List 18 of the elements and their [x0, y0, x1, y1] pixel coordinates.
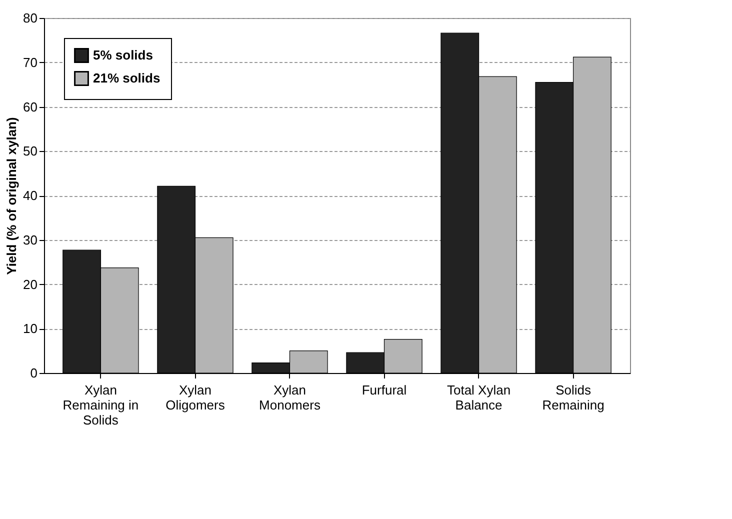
y-tick-label: 40: [23, 188, 38, 203]
legend-label: 21% solids: [93, 70, 160, 86]
y-tick-label: 10: [23, 321, 38, 336]
y-tick-label: 50: [23, 144, 38, 159]
x-tick-label: Xylan Remaining in Solids: [62, 382, 139, 428]
x-tick-label: Furfural: [362, 382, 407, 398]
legend-label: 5% solids: [93, 48, 153, 62]
y-tick-label: 80: [23, 10, 38, 26]
x-tick-label: Xylan Monomers: [259, 382, 321, 412]
y-axis-title: Yield (% of original xylan): [4, 117, 20, 275]
y-tick-label: 0: [30, 366, 38, 380]
x-tick-label: Total Xylan Balance: [446, 382, 511, 412]
x-tick-label: Solids Remaining: [542, 382, 604, 412]
x-tick-label: Xylan Oligomers: [166, 382, 226, 412]
y-tick-label: 60: [23, 99, 38, 114]
y-tick-label: 30: [23, 232, 38, 248]
y-tick-label: 70: [23, 54, 38, 70]
y-tick-label: 20: [23, 276, 38, 292]
